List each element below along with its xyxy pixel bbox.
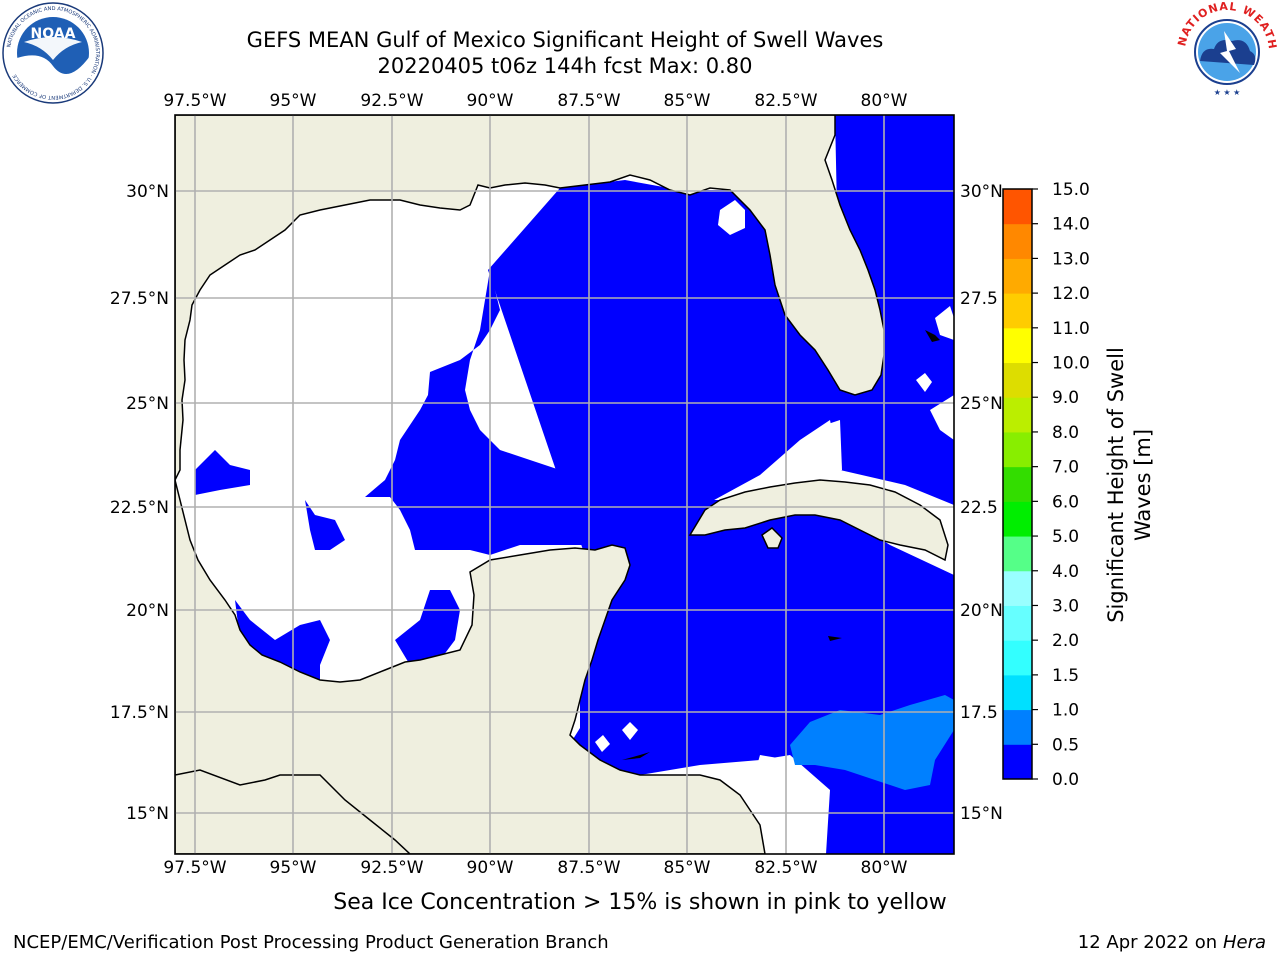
- lon-label: 95°W: [270, 858, 317, 878]
- lon-label: 87.5°W: [557, 91, 620, 111]
- colorbar-ticks: 0.0 0.5 1.0 1.5 2.0 3.0 4.0 5.0 6.0 7.0 8.0 9.0 10.0…: [1032, 180, 1090, 790]
- svg-text:★ ★ ★: ★ ★ ★: [1214, 88, 1241, 97]
- colorbar-tick-label: 1.0: [1052, 701, 1079, 721]
- colorbar-segment: [1003, 674, 1032, 711]
- lat-label: 17.5: [960, 703, 998, 723]
- lon-labels-top: 97.5°W 95°W 92.5°W 90°W 87.5°W 85°W 82.5…: [163, 91, 907, 111]
- lon-label: 80°W: [861, 858, 908, 878]
- colorbar-segment: [1003, 189, 1032, 225]
- lat-labels-left: 30°N 27.5°N 25°N 22.5°N 20°N 17.5°N 15°N: [110, 182, 169, 824]
- colorbar-tick-label: 9.0: [1052, 388, 1079, 408]
- lat-label: 15°N: [126, 804, 169, 824]
- colorbar-frame: [1002, 188, 1033, 780]
- lon-label: 92.5°W: [360, 858, 423, 878]
- colorbar-segment: [1003, 397, 1032, 433]
- lon-label: 90°W: [467, 91, 514, 111]
- lon-label: 92.5°W: [360, 91, 423, 111]
- sea-ice-note: Sea Ice Concentration > 15% is shown in …: [333, 890, 947, 915]
- colorbar-tick-label: 3.0: [1052, 596, 1079, 616]
- chart-title: GEFS MEAN Gulf of Mexico Significant Hei…: [246, 28, 884, 52]
- lat-label: 15°N: [960, 804, 1003, 824]
- lon-label: 97.5°W: [163, 91, 226, 111]
- footer-credit: NCEP/EMC/Verification Post Processing Pr…: [13, 932, 609, 953]
- lat-label: 20°N: [960, 601, 1003, 621]
- colorbar-tick-label: 14.0: [1052, 215, 1090, 235]
- lat-labels-right: 30°N 27.5 25°N 22.5 20°N 17.5 15°N: [960, 182, 1003, 824]
- colorbar-tick-label: 7.0: [1052, 458, 1079, 478]
- lon-label: 85°W: [664, 91, 711, 111]
- land-islands: [622, 330, 940, 760]
- colorbar-tick-label: 8.0: [1052, 423, 1079, 443]
- lat-label: 27.5: [960, 289, 998, 309]
- colorbar-label-line2: Waves [m]: [1131, 429, 1155, 541]
- colorbar-tick-label: 5.0: [1052, 527, 1079, 547]
- lon-label: 80°W: [861, 91, 908, 111]
- colorbar-segment: [1003, 362, 1032, 398]
- colorbar-segment: [1003, 223, 1032, 259]
- colorbar-segment: [1003, 431, 1032, 468]
- lat-label: 30°N: [126, 182, 169, 202]
- colorbar-label-line1: Significant Height of Swell: [1104, 347, 1128, 623]
- lon-label: 85°W: [664, 858, 711, 878]
- no-data-patches: [595, 200, 954, 854]
- lon-label: 97.5°W: [163, 858, 226, 878]
- lon-label: 90°W: [467, 858, 514, 878]
- noaa-logo: NOAA NATIONAL OCEANIC AND ATMOSPHERIC AD…: [2, 2, 104, 104]
- colorbar: [1002, 188, 1033, 780]
- colorbar-segment: [1003, 640, 1032, 676]
- colorbar-tick-label: 10.0: [1052, 354, 1090, 374]
- map-frame: [174, 114, 955, 855]
- lat-label: 25°N: [126, 394, 169, 414]
- lat-label: 22.5: [960, 498, 998, 518]
- colorbar-segment: [1003, 258, 1032, 294]
- lat-label: 30°N: [960, 182, 1003, 202]
- chart-subtitle-forecast: 20220405 t06z 144h fcst Max: 0.80: [377, 54, 753, 78]
- footer-host: Hera: [1222, 932, 1266, 953]
- lat-label: 20°N: [126, 601, 169, 621]
- colorbar-segment: [1003, 327, 1032, 364]
- colorbar-segment: [1003, 605, 1032, 641]
- colorbar-tick-label: 4.0: [1052, 562, 1079, 582]
- lon-labels-bottom: 97.5°W 95°W 92.5°W 90°W 87.5°W 85°W 82.5…: [163, 858, 907, 878]
- colorbar-segment: [1003, 293, 1032, 329]
- land-mexico-central-america: [175, 479, 766, 854]
- colorbar-tick-label: 6.0: [1052, 492, 1079, 512]
- colorbar-segment: [1003, 536, 1032, 572]
- colorbar-tick-label: 0.0: [1052, 770, 1079, 790]
- lon-label: 87.5°W: [557, 858, 620, 878]
- colorbar-tick-label: 11.0: [1052, 319, 1090, 339]
- lat-label: 25°N: [960, 394, 1003, 414]
- colorbar-segment: [1003, 501, 1032, 537]
- colorbar-tick-label: 12.0: [1052, 284, 1090, 304]
- footer-date-text: 12 Apr 2022 on: [1077, 932, 1223, 953]
- nws-logo: NATIONAL WEATHER SERVICE ★ ★ ★: [1176, 1, 1278, 101]
- lat-label: 22.5°N: [110, 498, 169, 518]
- lon-label: 82.5°W: [754, 91, 817, 111]
- lat-label: 27.5°N: [110, 289, 169, 309]
- noaa-logo-text: NOAA: [31, 26, 76, 42]
- colorbar-tick-label: 1.5: [1052, 666, 1079, 686]
- graticule: [175, 115, 954, 854]
- colorbar-segment: [1003, 709, 1032, 745]
- colorbar-segment: [1003, 570, 1032, 606]
- colorbar-tick-label: 2.0: [1052, 631, 1079, 651]
- colorbar-tick-label: 15.0: [1052, 180, 1090, 200]
- lat-label: 17.5°N: [110, 703, 169, 723]
- colorbar-tick-label: 0.5: [1052, 735, 1079, 755]
- colorbar-tick-label: 13.0: [1052, 249, 1090, 269]
- lon-label: 82.5°W: [754, 858, 817, 878]
- lon-label: 95°W: [270, 91, 317, 111]
- colorbar-segment: [1003, 744, 1032, 780]
- footer-date: 12 Apr 2022 on Hera: [1078, 932, 1266, 953]
- colorbar-segment: [1003, 466, 1032, 502]
